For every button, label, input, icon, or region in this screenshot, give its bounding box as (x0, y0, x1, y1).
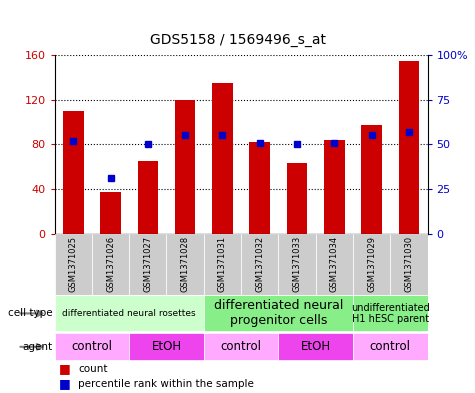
Text: EtOH: EtOH (152, 340, 181, 353)
Bar (361, 125, 382, 234)
Text: agent: agent (22, 342, 52, 352)
Bar (92, 234, 129, 295)
Bar (249, 142, 270, 234)
Bar (353, 234, 390, 295)
Bar (315, 234, 353, 295)
Text: GSM1371030: GSM1371030 (404, 236, 413, 292)
Bar (278, 333, 353, 360)
Bar (63, 111, 84, 234)
Text: percentile rank within the sample: percentile rank within the sample (78, 379, 254, 389)
Bar (278, 234, 316, 295)
Bar (204, 333, 278, 360)
Text: control: control (71, 340, 113, 353)
Bar (138, 161, 158, 234)
Text: GSM1371034: GSM1371034 (330, 236, 339, 292)
Bar (55, 296, 204, 331)
Bar (129, 333, 204, 360)
Text: ■: ■ (59, 362, 71, 375)
Bar (129, 234, 166, 295)
Text: differentiated neural
progenitor cells: differentiated neural progenitor cells (214, 299, 343, 327)
Bar (241, 234, 278, 295)
Bar (324, 140, 344, 234)
Text: ■: ■ (59, 377, 71, 390)
Text: EtOH: EtOH (301, 340, 331, 353)
Text: control: control (370, 340, 411, 353)
Text: GSM1371033: GSM1371033 (293, 236, 302, 292)
Text: GSM1371026: GSM1371026 (106, 236, 115, 292)
Text: undifferentiated
H1 hESC parent: undifferentiated H1 hESC parent (351, 303, 429, 324)
Bar (167, 234, 204, 295)
Bar (390, 234, 428, 295)
Text: GDS5158 / 1569496_s_at: GDS5158 / 1569496_s_at (150, 33, 325, 47)
Bar (175, 100, 195, 234)
Text: GSM1371025: GSM1371025 (69, 236, 78, 292)
Text: control: control (220, 340, 262, 353)
Bar (204, 296, 353, 331)
Text: cell type: cell type (8, 309, 52, 318)
Text: GSM1371031: GSM1371031 (218, 236, 227, 292)
Bar (399, 61, 419, 234)
Bar (353, 296, 428, 331)
Text: GSM1371029: GSM1371029 (367, 236, 376, 292)
Text: GSM1371032: GSM1371032 (255, 236, 264, 292)
Bar (212, 83, 233, 234)
Bar (55, 333, 129, 360)
Bar (204, 234, 241, 295)
Bar (353, 333, 428, 360)
Text: count: count (78, 364, 108, 374)
Bar (55, 234, 92, 295)
Text: GSM1371027: GSM1371027 (143, 236, 152, 292)
Bar (100, 193, 121, 234)
Text: differentiated neural rosettes: differentiated neural rosettes (62, 309, 196, 318)
Bar (287, 163, 307, 234)
Text: GSM1371028: GSM1371028 (180, 236, 190, 292)
